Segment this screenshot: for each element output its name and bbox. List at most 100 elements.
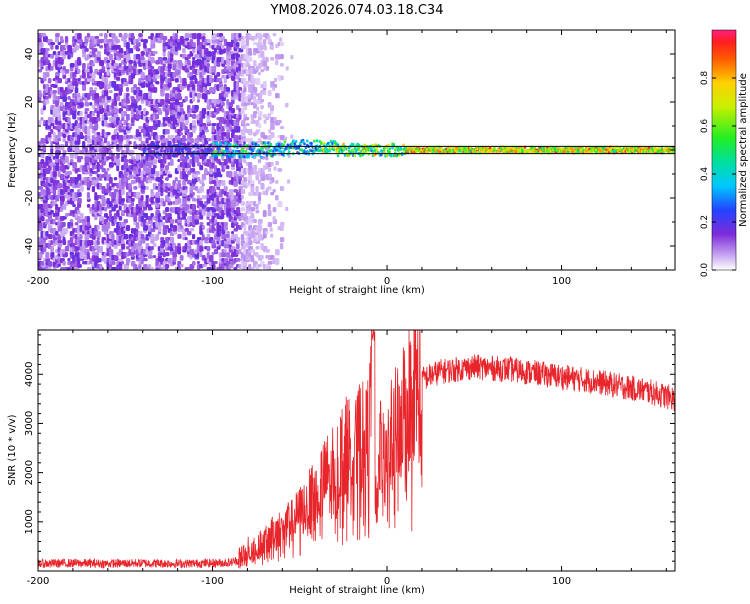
- spectrogram-cell: [84, 270, 88, 274]
- spectrogram-cell: [40, 117, 43, 121]
- spectrogram-cell: [251, 231, 256, 238]
- spectrogram-cell: [102, 195, 106, 202]
- spectrogram-cell: [146, 168, 150, 174]
- spectrogram-cell: [281, 186, 284, 190]
- spectrogram-cell: [143, 225, 148, 231]
- spectrogram-cell: [143, 258, 148, 261]
- spectrogram-cell: [92, 270, 96, 275]
- spectrogram-cell: [281, 76, 284, 80]
- spectrogram-cell: [153, 87, 157, 93]
- spectrogram-cell: [82, 270, 87, 277]
- spectrogram-cell: [197, 261, 200, 264]
- spectrogram-cell: [258, 192, 262, 196]
- spectrogram-cell: [310, 142, 313, 145]
- spectrogram-cell: [124, 270, 128, 274]
- spectrogram-x-tick-label: -200: [27, 276, 50, 287]
- spectrogram-cell: [62, 96, 67, 102]
- spectrogram-cell: [224, 222, 228, 226]
- spectrogram-cell: [48, 78, 52, 83]
- spectrogram-cell: [119, 84, 124, 88]
- spectrogram-cell: [263, 191, 266, 195]
- spectrogram-cell: [143, 39, 148, 43]
- spectrogram-cell: [106, 60, 110, 63]
- spectrogram-cell: [50, 66, 53, 71]
- spectrogram-cell: [48, 234, 53, 239]
- spectrogram-cell: [236, 42, 240, 47]
- spectrogram-cell: [119, 87, 123, 93]
- spectrogram-cell: [226, 156, 229, 159]
- spectrogram-cell: [243, 270, 246, 277]
- spectrogram-cell: [260, 255, 264, 259]
- spectrogram-cell: [219, 204, 224, 207]
- spectrogram-cell: [119, 270, 122, 274]
- spectrogram-cell: [189, 228, 194, 231]
- spectrogram-cell: [173, 154, 176, 157]
- spectrogram-cell: [128, 141, 131, 145]
- spectrogram-cell: [199, 198, 202, 201]
- spectrogram-cell: [131, 156, 135, 160]
- spectrogram-cell: [163, 36, 168, 40]
- spectrogram-cell: [141, 72, 145, 79]
- spectrogram-cell: [119, 54, 124, 58]
- spectrogram-cell: [253, 96, 256, 100]
- spectrogram-cell: [43, 105, 46, 110]
- spectrogram-cell: [204, 240, 209, 244]
- spectrogram-cell: [245, 150, 248, 153]
- spectrogram-cell: [58, 150, 61, 155]
- spectrogram-cell: [109, 39, 114, 42]
- spectrogram-cell: [146, 186, 149, 190]
- spectrogram-cell: [163, 51, 166, 57]
- spectrogram-cell: [266, 187, 269, 191]
- spectrogram-cell: [53, 114, 58, 117]
- spectrogram-cell: [40, 261, 44, 265]
- spectrogram-cell: [155, 192, 160, 198]
- spectrogram-cell: [288, 150, 291, 153]
- spectrogram-cell: [275, 180, 279, 184]
- spectrogram-y-tick-label: 40: [24, 48, 35, 61]
- spectrogram-cell: [106, 96, 111, 100]
- spectrogram-cell: [53, 270, 58, 276]
- spectrogram-cell: [211, 240, 215, 246]
- spectrogram-cell: [67, 171, 72, 175]
- spectrogram-cell: [67, 258, 70, 261]
- spectrogram-cell: [150, 198, 153, 204]
- spectrogram-cell: [202, 183, 205, 187]
- spectrogram-cell: [87, 204, 90, 208]
- spectrogram-cell: [121, 189, 125, 195]
- spectrogram-cell: [220, 142, 223, 145]
- spectrogram-cell: [246, 270, 250, 274]
- spectrogram-cell: [243, 159, 246, 163]
- spectrogram-cell: [177, 183, 181, 190]
- spectrogram-cell: [116, 159, 120, 166]
- spectrogram-cell: [82, 84, 86, 91]
- spectrogram-cell: [60, 102, 64, 107]
- spectrogram-cell: [253, 111, 257, 114]
- spectrogram-cell: [94, 270, 99, 276]
- spectrogram-cell: [255, 204, 258, 210]
- spectrogram-cell: [258, 201, 261, 205]
- spectrogram-cell: [180, 270, 184, 276]
- spectrogram-cell: [316, 139, 319, 142]
- spectrogram-cell: [221, 45, 224, 49]
- spectrogram-cell: [75, 45, 79, 50]
- spectrogram-cell: [231, 231, 234, 234]
- spectrogram-cell: [255, 210, 259, 213]
- spectrogram-cell: [128, 135, 133, 139]
- spectrogram-cell: [124, 219, 128, 223]
- spectrogram-cell: [167, 201, 172, 205]
- spectrogram-cell: [270, 57, 274, 61]
- spectrogram-cell: [214, 261, 218, 264]
- spectrogram-cell: [238, 114, 241, 120]
- spectrogram-cell: [236, 81, 239, 88]
- spectrogram-cell: [119, 48, 124, 54]
- spectrogram-cell: [268, 129, 271, 133]
- spectrogram-cell: [58, 243, 63, 247]
- spectrogram-cell: [214, 270, 218, 274]
- spectrogram-cell: [246, 183, 251, 186]
- spectrogram-cell: [97, 258, 102, 262]
- spectrogram-cell: [211, 126, 215, 132]
- colorbar-tick-label: 0.8: [700, 71, 710, 86]
- spectrogram-cell: [238, 186, 243, 189]
- spectrogram-cell: [354, 154, 357, 157]
- spectrogram-cell: [192, 261, 196, 266]
